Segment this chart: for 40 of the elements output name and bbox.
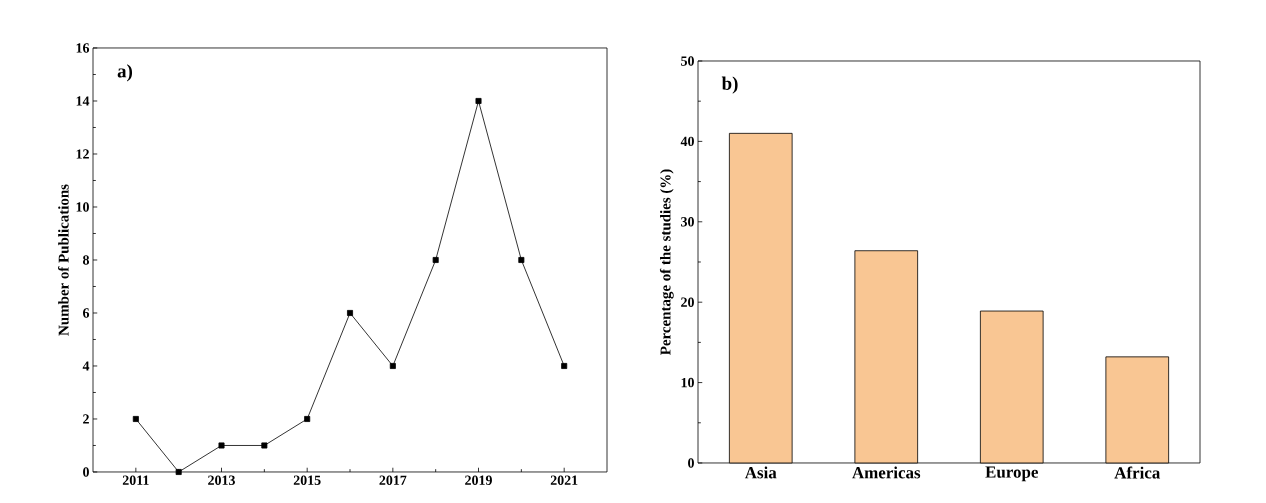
- x-tick-label: 2019: [465, 475, 492, 485]
- x-tick-label: Americas: [852, 466, 921, 479]
- point: [304, 415, 311, 422]
- y-tick-label: 10: [76, 202, 89, 212]
- y-axis-title: Percentage of the studies (%): [659, 169, 674, 355]
- y-tick-label: 10: [681, 377, 694, 388]
- annotation: b): [721, 76, 738, 94]
- point: [347, 309, 353, 316]
- x-tick-label: Africa: [1114, 466, 1161, 479]
- point: [518, 257, 525, 263]
- point: [561, 362, 568, 369]
- y-tick-label: 20: [681, 297, 694, 307]
- x-tick-label: 2017: [379, 475, 407, 485]
- point: [432, 257, 439, 263]
- y-tick-label: 8: [82, 255, 90, 265]
- y-tick-label: 2: [83, 414, 89, 424]
- x-tick-label: 2021: [550, 475, 578, 485]
- x-tick-label: Asia: [744, 466, 777, 479]
- y-tick-label: 12: [76, 149, 89, 159]
- y-tick-label: 0: [83, 467, 89, 477]
- y-tick-label: 40: [680, 136, 694, 147]
- y-tick-label: 6: [83, 308, 90, 318]
- point: [132, 415, 139, 422]
- point: [475, 97, 482, 104]
- point: [261, 442, 268, 449]
- point: [218, 442, 225, 449]
- point: [175, 468, 182, 475]
- point: [389, 362, 396, 369]
- x-tick-label: 2011: [122, 475, 149, 485]
- x-tick-label: 2015: [293, 475, 321, 485]
- x-tick-label: 2013: [208, 475, 235, 485]
- annotation: a): [117, 64, 133, 82]
- y-tick-label: 14: [76, 96, 90, 106]
- y-tick-label: 30: [681, 217, 694, 227]
- y-axis-title: Number of Publications: [58, 184, 69, 336]
- y-tick-label: 0: [688, 458, 694, 468]
- y-tick-label: 16: [76, 43, 90, 53]
- y-tick-label: 50: [681, 56, 694, 66]
- y-tick-label: 4: [82, 361, 90, 371]
- x-tick-label: Europe: [985, 466, 1038, 482]
